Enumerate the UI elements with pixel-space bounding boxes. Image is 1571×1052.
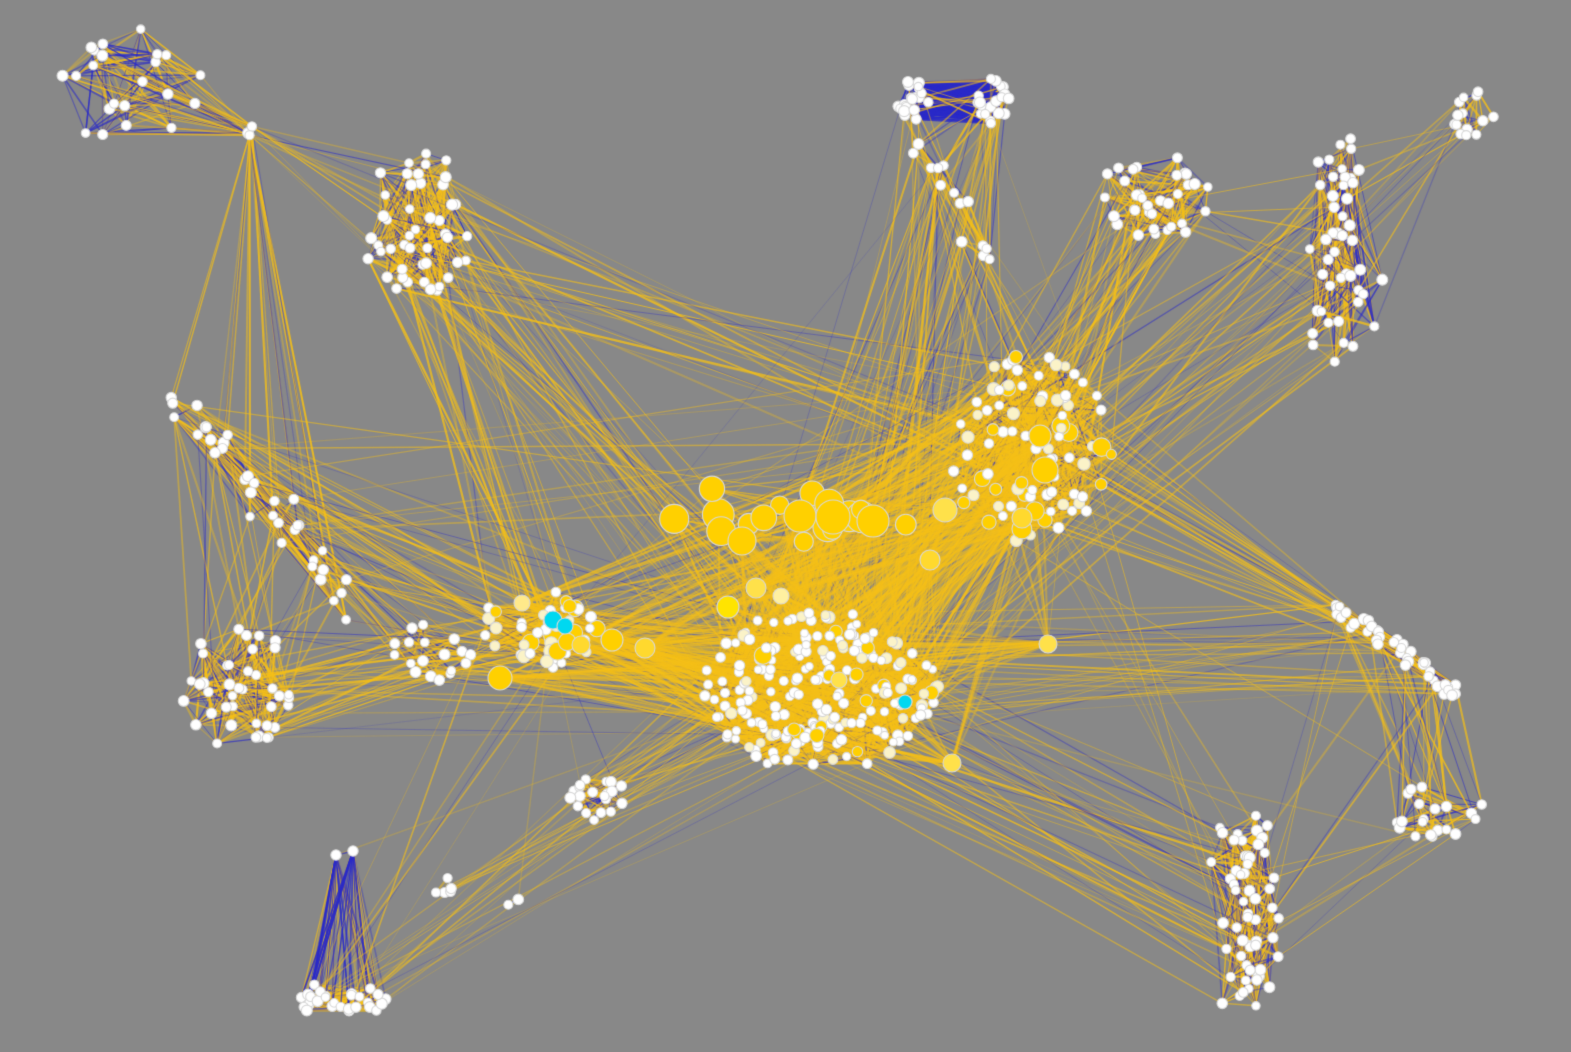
graph-viewport[interactable] [0,0,1571,1052]
network-graph-canvas[interactable] [0,0,1571,1052]
